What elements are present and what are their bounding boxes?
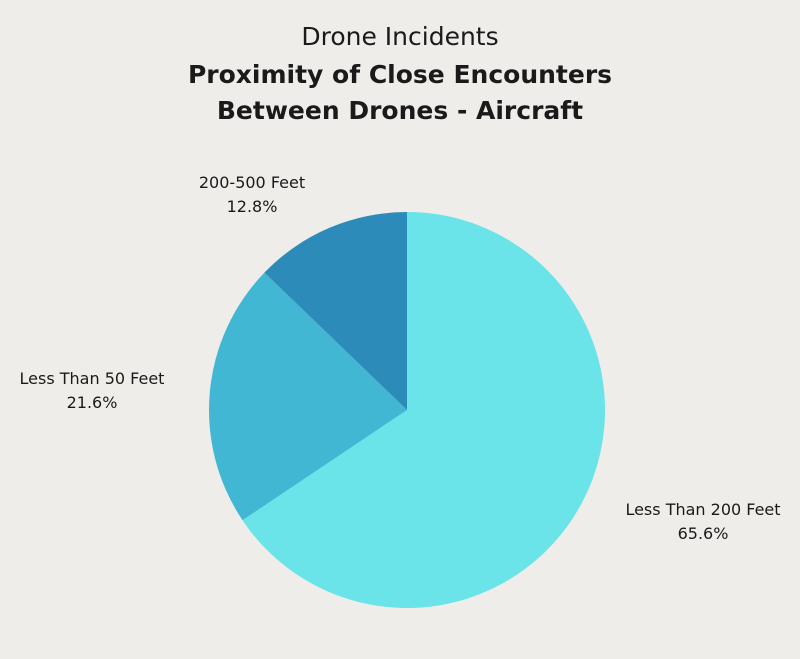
slice-label-200-500: 200-500 Feet 12.8% [142, 171, 362, 219]
slice-label-name: Less Than 50 Feet [19, 369, 165, 388]
pie-slice-less-than-50-feet [209, 272, 407, 521]
chart-title: Drone Incidents [301, 22, 499, 51]
chart-subtitle-line-2: Between Drones - Aircraft [216, 96, 584, 125]
slice-label-less-than-200: Less Than 200 Feet 65.6% [593, 498, 800, 546]
slice-label-value: 12.8% [226, 197, 278, 216]
pie-slice-less-than-200-feet [242, 212, 606, 608]
slice-label-name: 200-500 Feet [198, 173, 306, 192]
slice-label-name: Less Than 200 Feet [625, 500, 781, 519]
slice-label-less-than-50: Less Than 50 Feet 21.6% [0, 367, 202, 415]
chart-subtitle-line-1: Proximity of Close Encounters [187, 60, 613, 89]
slice-label-value: 65.6% [677, 524, 729, 543]
pie-slice-200-500-feet [264, 212, 407, 410]
slice-label-value: 21.6% [66, 393, 118, 412]
